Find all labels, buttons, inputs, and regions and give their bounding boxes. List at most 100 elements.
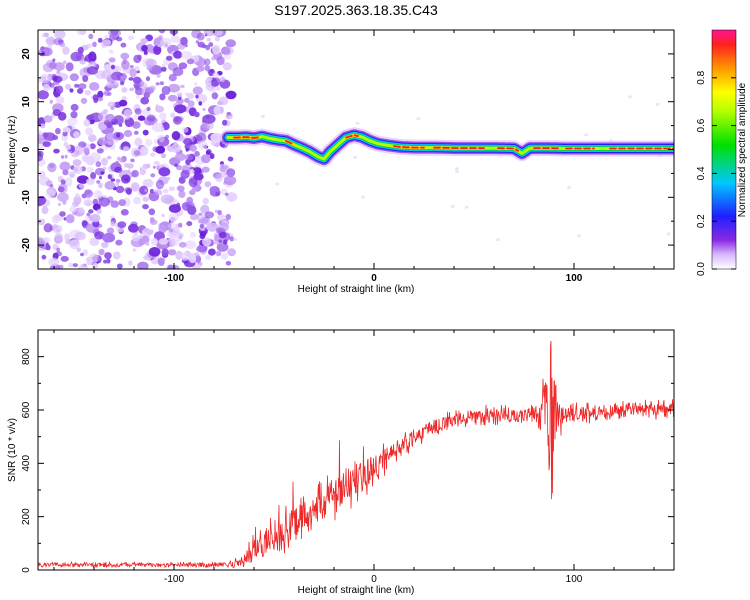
noise-blob — [199, 233, 206, 240]
noise-blob — [104, 252, 112, 260]
noise-blob — [108, 235, 114, 241]
noise-blob — [188, 169, 195, 175]
noise-blob — [78, 83, 87, 90]
snr-panel: -100 0 100 0 200 400 600 800 Height of straigh… — [7, 329, 675, 596]
y-tick-label: 600 — [21, 401, 32, 418]
noise-blob — [41, 254, 47, 260]
noise-blob — [69, 239, 80, 250]
noise-blob — [142, 196, 149, 202]
noise-blob — [151, 122, 164, 132]
noise-blob — [89, 152, 101, 163]
noise-blob — [213, 105, 222, 115]
noise-blob — [118, 157, 126, 163]
noise-blob — [82, 75, 89, 83]
colorbar-ticks: 0.0 0.2 0.4 0.6 0.8 — [696, 70, 736, 276]
noise-blob — [216, 214, 226, 221]
noise-blob — [228, 116, 233, 120]
noise-blob — [148, 208, 156, 216]
noise-blob — [38, 78, 43, 83]
noise-blob — [222, 62, 232, 71]
noise-blob — [196, 93, 208, 104]
noise-blob — [159, 81, 164, 86]
noise-blob — [184, 44, 188, 48]
noise-blob — [192, 167, 202, 175]
noise-blob — [62, 127, 67, 133]
noise-blob — [211, 92, 219, 100]
noise-blob — [214, 142, 220, 148]
noise-blob — [114, 166, 123, 173]
noise-blob — [218, 231, 227, 239]
noise-blob — [122, 146, 130, 152]
signal-peak-band — [433, 146, 485, 149]
noise-blob — [353, 155, 358, 159]
noise-blob — [115, 182, 120, 187]
noise-blob — [140, 146, 149, 156]
noise-blob — [162, 188, 169, 194]
noise-blob — [77, 46, 84, 54]
noise-blob — [129, 65, 134, 69]
noise-blob — [86, 257, 94, 266]
noise-blob — [194, 82, 198, 86]
colorbar-tick-label: 0.8 — [696, 70, 707, 84]
y-tick-label: 10 — [21, 96, 32, 108]
noise-blob — [76, 30, 85, 36]
noise-blob — [90, 214, 101, 223]
noise-blob — [627, 95, 632, 99]
noise-blob — [229, 236, 234, 242]
noise-blob — [197, 41, 205, 48]
noise-blob — [178, 232, 184, 238]
noise-blob — [43, 223, 53, 233]
noise-blob — [171, 264, 180, 269]
noise-blob — [93, 190, 103, 199]
noise-blob — [83, 147, 90, 154]
noise-blob — [99, 175, 102, 180]
noise-blob — [43, 132, 56, 142]
noise-blob — [80, 97, 88, 104]
noise-blob — [450, 204, 455, 208]
noise-blob — [222, 119, 228, 126]
noise-blob — [96, 180, 101, 184]
noise-blob — [175, 153, 186, 161]
signal-peak-band — [285, 140, 295, 146]
noise-blob — [209, 186, 220, 194]
chart-title: S197.2025.363.18.35.C43 — [274, 2, 438, 18]
noise-blob — [110, 200, 119, 208]
spectrogram-signal-track — [220, 127, 674, 168]
noise-blob — [55, 96, 65, 104]
noise-blob — [48, 257, 60, 267]
noise-blob — [161, 85, 171, 95]
noise-blob — [180, 251, 192, 261]
noise-blob — [216, 242, 229, 252]
noise-blob — [104, 181, 116, 190]
noise-blob — [168, 249, 177, 256]
noise-blob — [158, 135, 165, 143]
noise-blob — [56, 247, 60, 252]
noise-blob — [85, 127, 94, 136]
noise-blob — [52, 75, 58, 82]
noise-blob — [204, 65, 211, 72]
noise-blob — [168, 204, 181, 213]
noise-blob — [89, 237, 100, 246]
noise-blob — [124, 187, 132, 194]
noise-blob — [101, 157, 108, 166]
y-tick-label: 400 — [21, 455, 32, 472]
noise-blob — [174, 104, 187, 114]
noise-blob — [153, 160, 160, 166]
noise-blob — [160, 153, 167, 159]
noise-blob — [202, 197, 209, 205]
noise-blob — [83, 199, 93, 207]
noise-blob — [106, 132, 115, 141]
noise-blob — [120, 52, 130, 60]
noise-blob — [205, 254, 212, 260]
noise-blob — [217, 209, 222, 216]
noise-blob — [223, 175, 237, 186]
colorbar-label: Normalized spectral amplitude — [737, 82, 748, 217]
noise-blob — [181, 127, 189, 133]
noise-blob — [97, 90, 104, 99]
noise-blob — [69, 88, 74, 93]
noise-blob — [149, 188, 154, 194]
noise-blob — [167, 224, 172, 228]
noise-blob — [184, 97, 190, 103]
noise-blob — [94, 62, 97, 66]
noise-blob — [72, 263, 78, 268]
